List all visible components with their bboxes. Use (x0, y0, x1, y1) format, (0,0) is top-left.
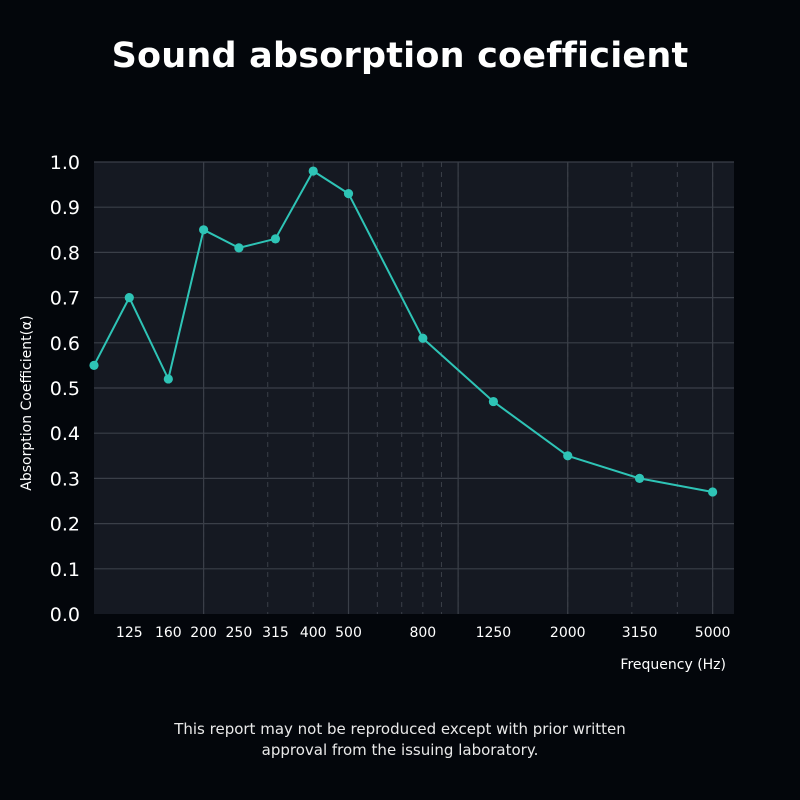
x-tick-label: 3150 (622, 625, 658, 641)
chart-title: Sound absorption coefficient (111, 36, 689, 76)
data-point (488, 396, 499, 407)
x-tick-label: 125 (116, 625, 143, 641)
x-tick-label: 200 (190, 625, 217, 641)
footer-disclaimer: This report may not be reproduced except… (0, 719, 800, 761)
y-tick-label: 1.0 (50, 152, 80, 174)
y-tick-label: 0.9 (50, 197, 80, 219)
grid (94, 161, 734, 614)
footer-line-1: This report may not be reproduced except… (174, 720, 626, 738)
x-tick-label: 250 (226, 625, 253, 641)
data-point (234, 243, 244, 253)
y-tick-label: 0.2 (50, 514, 80, 536)
data-point (270, 234, 281, 244)
y-tick-label: 0.7 (50, 288, 80, 310)
x-tick-label: 500 (335, 625, 362, 641)
y-tick-label: 0.8 (50, 242, 80, 264)
y-tick-label: 0.5 (50, 378, 80, 400)
data-point (308, 166, 318, 176)
data-point (199, 225, 209, 235)
y-tick-label: 0.1 (50, 559, 80, 581)
x-axis-title: Frequency (Hz) (620, 657, 726, 673)
x-tick-label: 160 (155, 625, 182, 641)
data-point (343, 189, 354, 199)
data-point (708, 487, 718, 497)
x-tick-label: 800 (409, 625, 436, 641)
data-points (89, 166, 718, 497)
y-tick-label: 0.0 (50, 604, 80, 626)
footer-line-2: approval from the issuing laboratory. (261, 741, 539, 759)
x-tick-label: 2000 (550, 625, 586, 641)
data-point (634, 473, 645, 483)
data-point (163, 374, 173, 384)
x-tick-label: 400 (300, 625, 327, 641)
x-tick-label: 5000 (695, 625, 731, 641)
y-axis-title: Absorption Coefficient(α) (19, 315, 35, 490)
x-axis-ticks: 125 160 200 250 315 400 500 800 1250 2000 3150 5000 (116, 625, 731, 641)
data-point (124, 293, 134, 303)
x-tick-label: 1250 (476, 625, 512, 641)
x-tick-label: 315 (262, 625, 289, 641)
data-point (563, 451, 573, 461)
data-point (418, 333, 428, 343)
y-axis-ticks: 0.0 0.1 0.2 0.3 0.4 0.5 0.6 0.7 0.8 0.9 1.0 (50, 152, 80, 626)
y-tick-label: 0.6 (50, 333, 80, 355)
y-tick-label: 0.4 (50, 423, 80, 445)
y-tick-label: 0.3 (50, 468, 80, 490)
data-point (89, 360, 99, 370)
